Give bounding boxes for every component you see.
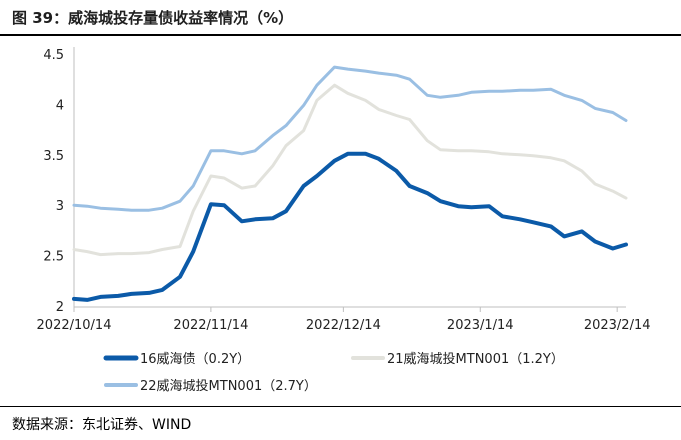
legend-label-2: 22威海城投MTN001（2.7Y） bbox=[140, 378, 317, 394]
x-tick-label: 2022/10/14 bbox=[37, 318, 112, 333]
title-rule bbox=[0, 34, 681, 36]
x-tick-label: 2022/12/14 bbox=[306, 318, 381, 333]
y-tick-label: 3.5 bbox=[43, 149, 64, 164]
source-rule bbox=[0, 406, 681, 407]
series-line-0 bbox=[72, 151, 628, 302]
figure-title: 图 39：威海城投存量债收益率情况（%） bbox=[12, 9, 294, 27]
source-note: 数据来源：东北证券、WIND bbox=[12, 417, 192, 433]
series-line-1 bbox=[72, 83, 628, 257]
legend-label-1: 21威海城投MTN001（1.2Y） bbox=[387, 351, 564, 367]
legend-label-0: 16威海债（0.2Y） bbox=[140, 352, 250, 367]
series-line-2 bbox=[72, 65, 628, 212]
x-tick-label: 2022/11/14 bbox=[173, 318, 248, 333]
x-tick-label: 2023/1/14 bbox=[447, 318, 514, 333]
x-tick-label: 2023/2/14 bbox=[584, 318, 651, 333]
y-tick-label: 3 bbox=[56, 199, 64, 214]
y-tick-label: 4 bbox=[56, 98, 64, 113]
y-tick-label: 4.5 bbox=[43, 48, 64, 63]
y-tick-label: 2.5 bbox=[43, 250, 64, 265]
y-tick-label: 2 bbox=[56, 300, 64, 315]
